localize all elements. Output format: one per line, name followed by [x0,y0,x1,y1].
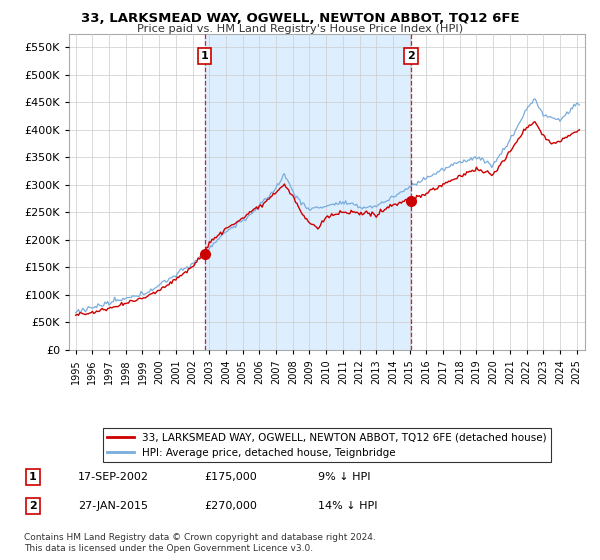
Text: 9% ↓ HPI: 9% ↓ HPI [318,472,371,482]
Text: Price paid vs. HM Land Registry's House Price Index (HPI): Price paid vs. HM Land Registry's House … [137,24,463,34]
Bar [205,34,411,350]
Text: 2: 2 [407,51,415,60]
Text: 17-SEP-2002: 17-SEP-2002 [78,472,149,482]
Text: £175,000: £175,000 [204,472,257,482]
Text: 33, LARKSMEAD WAY, OGWELL, NEWTON ABBOT, TQ12 6FE: 33, LARKSMEAD WAY, OGWELL, NEWTON ABBOT,… [80,12,520,25]
Text: £270,000: £270,000 [204,501,257,511]
Text: 2: 2 [29,501,37,511]
Text: 14% ↓ HPI: 14% ↓ HPI [318,501,377,511]
Text: 1: 1 [201,51,208,60]
Legend: 33, LARKSMEAD WAY, OGWELL, NEWTON ABBOT, TQ12 6FE (detached house), HPI: Average: 33, LARKSMEAD WAY, OGWELL, NEWTON ABBOT,… [103,428,551,462]
Text: 1: 1 [29,472,37,482]
Text: 27-JAN-2015: 27-JAN-2015 [78,501,148,511]
Text: Contains HM Land Registry data © Crown copyright and database right 2024.
This d: Contains HM Land Registry data © Crown c… [24,533,376,553]
